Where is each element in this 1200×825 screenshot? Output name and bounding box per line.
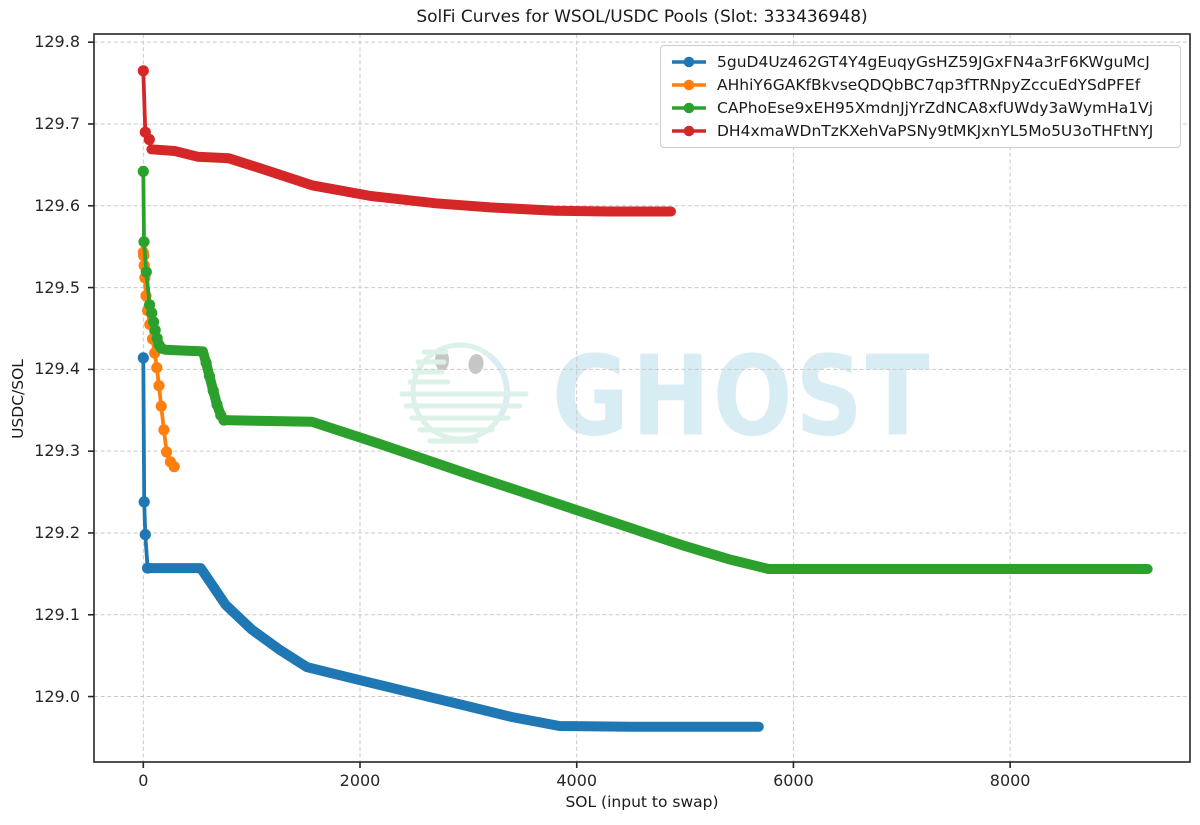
x-tick-label: 0 — [138, 771, 149, 790]
y-tick-label: 129.4 — [34, 359, 80, 379]
legend-item: AHhiY6GAKfBkvseQDQbBC7qp3fTRNpyZccuEdYSd… — [670, 76, 1171, 94]
series-line-2 — [141, 169, 1150, 571]
y-tick-label: 129.5 — [34, 277, 80, 297]
series-marker-2 — [211, 398, 223, 411]
x-tick-label: 2000 — [339, 771, 381, 790]
y-tick-label: 129.3 — [34, 441, 80, 461]
legend-item: DH4xmaWDnTzKXehVaPSNy9tMKJxnYL5Mo5U3oTHF… — [670, 122, 1171, 140]
x-tick-label: 4000 — [556, 771, 598, 790]
legend-item-label: CAPhoEse9xEH95XmdnJjYrZdNCA8xfUWdy3aWymH… — [717, 99, 1154, 118]
series-marker-2 — [218, 414, 230, 426]
y-tick-label: 129.7 — [34, 113, 80, 133]
series-marker-2 — [207, 385, 219, 397]
series-marker-1 — [161, 446, 173, 458]
series-line-thick-3 — [146, 144, 676, 217]
ghost-text-watermark: GHOST — [552, 331, 933, 461]
legend-item-label: DH4xmaWDnTzKXehVaPSNy9tMKJxnYL5Mo5U3oTHF… — [717, 122, 1154, 141]
y-tick-label: 129.8 — [34, 32, 80, 52]
series-marker-0 — [142, 562, 154, 574]
legend: 5guD4Uz462GT4Y4gEuqyGsHZ59JGxFN4a3rF6KWg… — [660, 45, 1181, 148]
series-marker-3 — [137, 65, 149, 77]
axes-spines — [93, 33, 1191, 763]
ghost-wind-lines — [399, 349, 529, 444]
series-marker-2 — [146, 307, 158, 319]
series-marker-1 — [158, 424, 170, 436]
legend-line-marker-icon — [672, 102, 706, 114]
x-axis-label: SOL (input to swap) — [565, 793, 719, 811]
chart-title: SolFi Curves for WSOL/USDC Pools (Slot: … — [416, 7, 868, 27]
series-marker-2 — [200, 357, 212, 369]
legend-line-marker-icon — [672, 79, 706, 91]
y-tick-label: 129.2 — [34, 522, 80, 542]
series-line-thick-0 — [142, 563, 764, 732]
series-marker-2 — [140, 266, 152, 278]
series-marker-2 — [203, 370, 215, 382]
legend-item-label: 5guD4Uz462GT4Y4gEuqyGsHZ59JGxFN4a3rF6KWg… — [717, 52, 1150, 71]
series-marker-3 — [143, 133, 155, 146]
series-marker-2 — [137, 165, 149, 177]
series-marker-2 — [155, 342, 167, 354]
legend-item-label: AHhiY6GAKfBkvseQDQbBC7qp3fTRNpyZccuEdYSd… — [717, 75, 1141, 94]
series-marker-1 — [155, 400, 167, 412]
x-tick-label: 6000 — [773, 771, 814, 790]
legend-item: CAPhoEse9xEH95XmdnJjYrZdNCA8xfUWdy3aWymH… — [670, 99, 1171, 117]
series-marker-0 — [138, 496, 150, 508]
legend-item: 5guD4Uz462GT4Y4gEuqyGsHZ59JGxFN4a3rF6KWg… — [670, 53, 1171, 71]
y-tick-label: 129.6 — [34, 195, 80, 215]
series-marker-2 — [138, 236, 150, 248]
series-line-3 — [141, 68, 673, 214]
series-marker-1 — [153, 380, 165, 392]
y-tick-label: 129.0 — [34, 686, 80, 706]
y-tick-label: 129.1 — [34, 604, 80, 624]
series-line-thick-2 — [156, 343, 1153, 574]
series-marker-1 — [168, 461, 180, 473]
legend-line-marker-icon — [672, 126, 706, 137]
x-tick-label: 8000 — [989, 771, 1031, 790]
series-marker-1 — [151, 362, 163, 374]
series-marker-0 — [139, 529, 151, 541]
series-marker-0 — [137, 352, 149, 364]
legend-line-marker-icon — [672, 56, 706, 67]
